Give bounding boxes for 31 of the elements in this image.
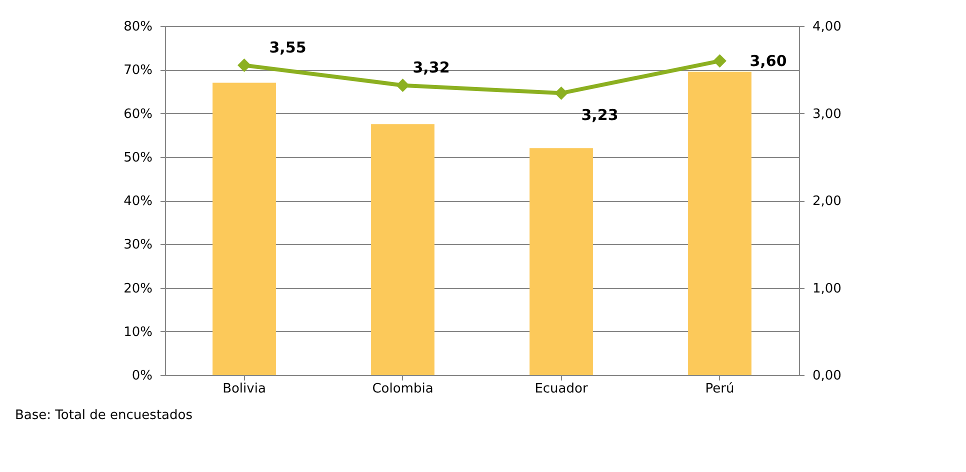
text: Base: Total de encuestados — [15, 408, 193, 423]
y-tick-label: 60% — [124, 106, 152, 122]
x-tick-label: Perú — [705, 382, 734, 396]
y-tick-label: 0% — [132, 368, 152, 384]
y-tick-label: 50% — [124, 150, 152, 166]
y-tick-label: 30% — [124, 238, 152, 253]
x-tick-label: Colombia — [372, 382, 434, 396]
point — [713, 54, 726, 68]
y2-tick-label: 4,00 — [812, 20, 842, 34]
x-tick-label: Bolivia — [222, 382, 266, 396]
data-label: 3,60 — [750, 52, 787, 70]
point — [396, 78, 410, 92]
x-tick-label: Ecuador — [534, 382, 588, 396]
data-label: 3,55 — [269, 38, 306, 56]
y-tick-label: 10% — [124, 324, 152, 340]
bar — [371, 124, 434, 375]
bar — [688, 72, 752, 375]
y-tick-label: 20% — [124, 281, 152, 296]
point — [238, 58, 251, 72]
y2-tick-label: 2,00 — [812, 194, 842, 209]
y-tick-label: 80% — [124, 20, 152, 34]
y-tick-label: 40% — [124, 194, 152, 209]
bar — [212, 82, 276, 375]
data-label: 3,23 — [581, 106, 618, 124]
bar — [530, 148, 593, 375]
y2-tick-label: 3,00 — [812, 106, 842, 122]
y2-tick-label: 1,00 — [812, 281, 842, 296]
data-label: 3,32 — [412, 58, 450, 76]
y2-tick-label: 0,00 — [812, 368, 842, 384]
y-tick-label: 70% — [124, 63, 152, 78]
point — [554, 86, 568, 100]
